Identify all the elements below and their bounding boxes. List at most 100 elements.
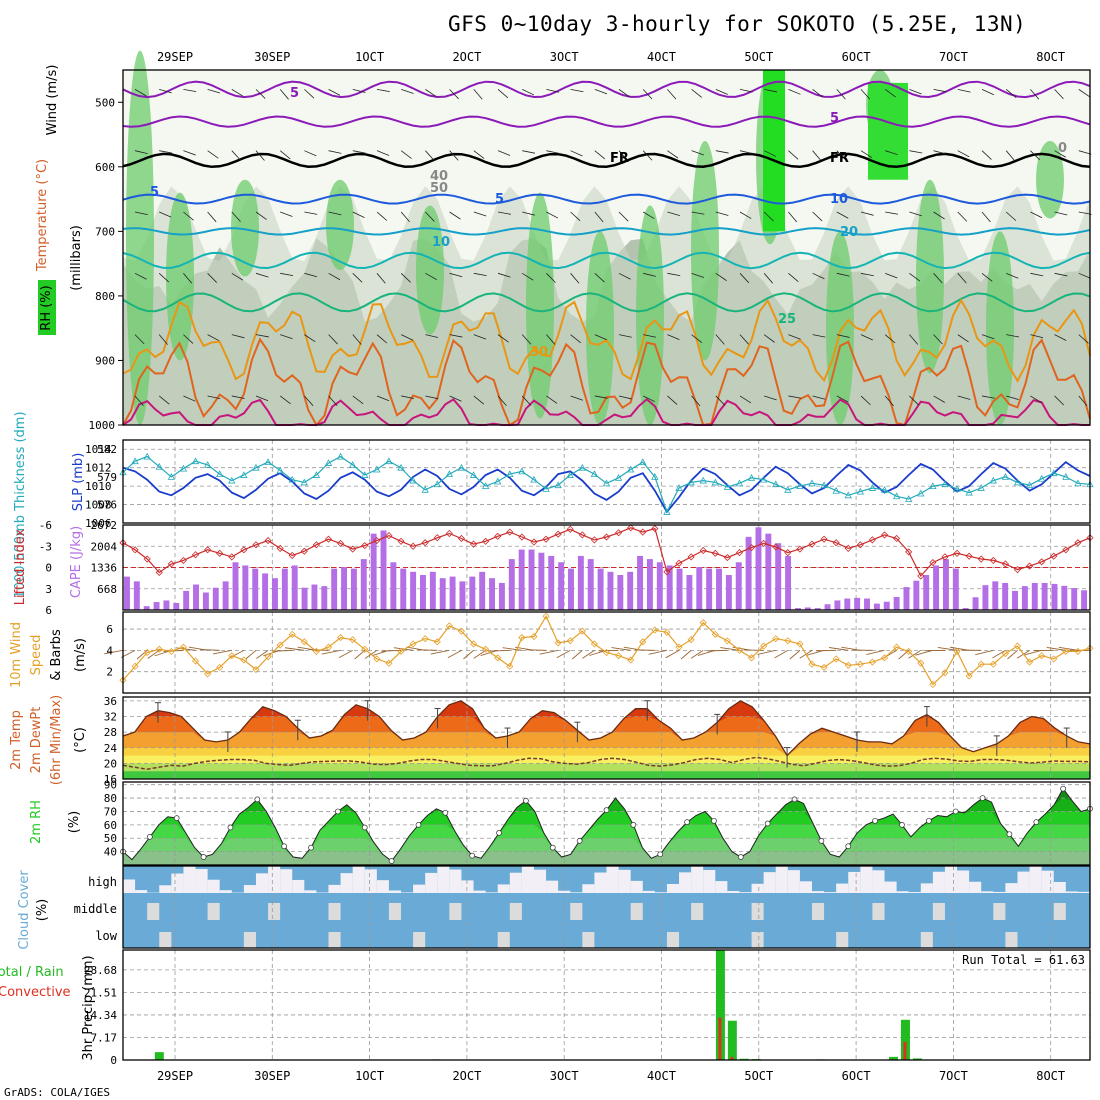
cape-bar (489, 578, 496, 610)
lifted-index-point (1013, 566, 1022, 574)
slp-point (457, 463, 466, 471)
cloud-high-gap (364, 869, 377, 893)
upper-wind-barb (860, 211, 874, 216)
upper-wind-barb (836, 211, 849, 219)
slp-point (1037, 474, 1046, 482)
rh-streak (586, 231, 614, 425)
upper-wind-barb (691, 211, 705, 215)
upper-wind-barb (1078, 89, 1090, 98)
cape-bar (883, 601, 890, 610)
wind-speed-point (1038, 652, 1046, 660)
cloud-low-gap (1005, 932, 1018, 948)
cape-bar (992, 581, 999, 610)
cloud-mid-gap (630, 903, 643, 920)
lifted-index-point (554, 530, 562, 538)
lifted-index-point (1062, 546, 1070, 554)
upper-wind-barb (884, 334, 896, 344)
upper-wind-barb (957, 150, 970, 158)
cloud-high-gap (691, 866, 704, 893)
lifted-index-point (965, 552, 973, 560)
upper-wind-barb (159, 88, 172, 94)
cloud-high-gap (268, 866, 281, 893)
upper-wind-barb (570, 273, 580, 284)
wind-tick-label: 2 (106, 666, 113, 679)
cross-section-frame (122, 69, 1091, 426)
slp-point (131, 457, 139, 465)
wind-speed-point (856, 660, 864, 668)
surface-wind-barb (829, 647, 849, 651)
cloud-mid-gap (328, 903, 341, 920)
date-label-top: 29SEP (157, 50, 193, 64)
surface-wind-barb (338, 649, 353, 659)
wind-speed-point (397, 647, 405, 655)
upper-wind-barb (134, 89, 147, 97)
cloud-mid-gap (388, 903, 402, 920)
rh-point (576, 838, 583, 844)
legend-convective: Convective (0, 985, 71, 1000)
cloud-high-gap (292, 879, 305, 893)
upper-wind-barb (1054, 150, 1067, 158)
lifted-index-point (482, 537, 490, 545)
cape-bar (814, 608, 821, 610)
cloud-high-gap (159, 885, 172, 893)
wind-speed-point (747, 654, 756, 662)
surface-wind-barb (430, 649, 450, 655)
cape-bar (804, 607, 811, 610)
lifted-index-point (675, 559, 683, 567)
upper-wind-barb (134, 211, 148, 216)
surface-wind-barb (774, 649, 789, 659)
cape-bar (952, 568, 959, 610)
slp-point (929, 482, 937, 490)
cape-bar (1021, 586, 1028, 610)
cloud-high-gap (425, 872, 438, 893)
surface-wind-barb (212, 649, 232, 655)
rh-streak (416, 205, 444, 335)
upper-wind-barb (425, 211, 435, 222)
cape-bar (124, 576, 130, 610)
slp-point (784, 485, 792, 493)
wind-speed-point (953, 647, 961, 655)
cape-bar (350, 568, 357, 610)
cloud-high-gap (243, 885, 256, 893)
cloud-mid-gap (449, 903, 462, 920)
rh-point (657, 851, 664, 858)
cloud-high-gap (642, 890, 655, 893)
surface-wind-barb (417, 649, 438, 651)
cape-bar (183, 590, 190, 610)
upper-wind-barb (255, 211, 267, 220)
cape-bar (508, 559, 515, 610)
contour-label: 5 (290, 86, 299, 101)
y-label-precip: 3hr Precip (mm) (81, 955, 96, 1060)
cape-bar (745, 536, 752, 610)
slp-point (808, 479, 816, 487)
surface-wind-barb (720, 647, 740, 651)
wind-speed-point (1086, 644, 1094, 652)
cloud-mid-gap (509, 903, 522, 920)
upper-wind-barb (1078, 334, 1089, 344)
thickness-series (122, 460, 1091, 514)
upper-wind-barb (183, 211, 194, 221)
cloud-high-gap (824, 892, 837, 893)
cape-tick-label: 668 (97, 583, 117, 596)
rh-tick-label: 50 (104, 832, 117, 845)
upper-wind-barb (1006, 334, 1020, 338)
surface-wind-barb (665, 649, 680, 659)
cape-bar (242, 565, 249, 610)
upper-wind-barb (449, 150, 459, 161)
lifted-index-point (868, 536, 876, 544)
upper-wind-barb (425, 150, 435, 161)
upper-wind-barb (812, 272, 825, 280)
wind-speed-point (252, 665, 260, 674)
contour-label: 40 (430, 169, 448, 184)
cloud-low-gap (243, 932, 256, 948)
upper-wind-barb (860, 395, 871, 406)
cape-bar (1051, 583, 1058, 610)
slp-point (469, 471, 478, 478)
slp-series (122, 455, 1091, 514)
wind-speed-point (699, 619, 707, 627)
slp-point (699, 476, 707, 484)
wind-speed-point (1074, 647, 1082, 655)
upper-wind-barb (764, 150, 777, 157)
cape-bar (252, 568, 259, 610)
cloud-mid-gap (268, 903, 281, 920)
